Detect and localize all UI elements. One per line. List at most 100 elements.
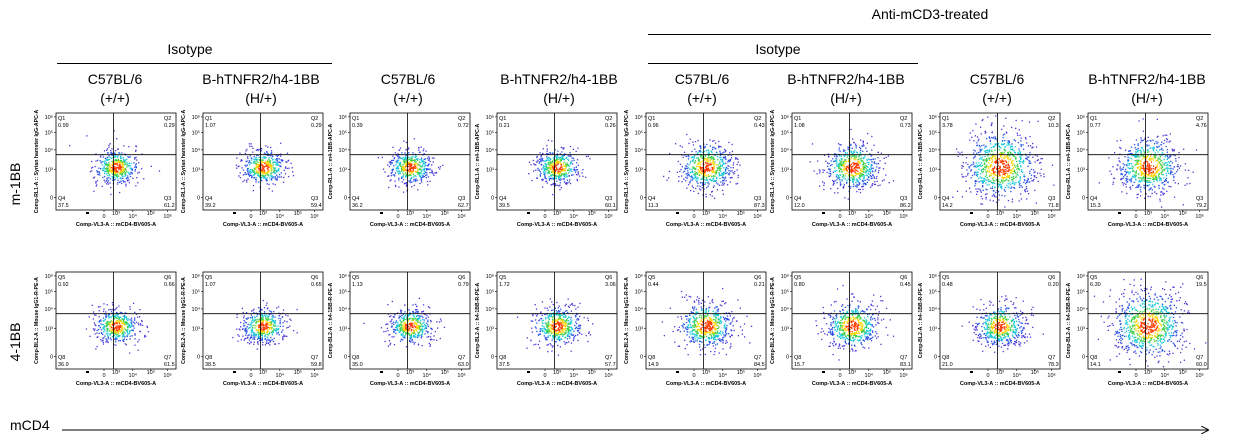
event-dot — [839, 159, 841, 161]
event-dot — [1141, 177, 1143, 179]
y-tick-label: 10³ — [45, 167, 53, 173]
event-dot — [851, 170, 853, 172]
event-dot — [550, 168, 552, 170]
event-dot — [577, 164, 579, 166]
event-dot — [542, 160, 544, 162]
event-dot — [1156, 165, 1158, 167]
event-dot — [693, 156, 695, 158]
event-dot — [262, 159, 264, 161]
event-dot — [113, 328, 115, 330]
event-dot — [548, 159, 550, 161]
event-dot — [120, 180, 122, 182]
x-tick-label: 0 — [249, 214, 252, 220]
event-dot — [1184, 184, 1186, 186]
event-dot — [731, 176, 733, 179]
event-dot — [980, 170, 982, 172]
event-dot — [1001, 177, 1003, 179]
event-dot — [546, 148, 548, 150]
event-dot — [1137, 147, 1139, 150]
event-dot — [844, 173, 847, 175]
event-dot — [1043, 176, 1045, 178]
event-dot — [413, 176, 415, 178]
event-dot — [560, 186, 562, 189]
event-dot — [1116, 164, 1119, 166]
event-dot — [1138, 186, 1140, 188]
event-dot — [108, 163, 110, 166]
event-dot — [1158, 178, 1160, 180]
event-dot — [257, 154, 259, 156]
event-dot — [723, 179, 725, 182]
event-dot — [1160, 148, 1162, 151]
event-dot — [843, 155, 846, 158]
event-dot — [986, 184, 988, 186]
event-dot — [978, 162, 980, 164]
event-dot — [403, 168, 405, 171]
event-dot — [100, 329, 103, 331]
event-dot — [109, 325, 112, 328]
event-dot — [116, 175, 118, 177]
event-dot — [1000, 169, 1002, 172]
event-dot — [719, 154, 722, 156]
event-dot — [965, 157, 968, 159]
event-dot — [866, 142, 868, 144]
event-dot — [984, 193, 987, 196]
event-dot — [1001, 161, 1003, 164]
axis-origin-marker — [676, 212, 679, 214]
event-dot — [978, 168, 980, 170]
event-dot — [1150, 187, 1152, 189]
event-dot — [411, 181, 413, 183]
event-dot — [1159, 149, 1161, 151]
event-dot — [1170, 170, 1172, 172]
event-dot — [107, 334, 109, 336]
event-dot — [1137, 163, 1139, 165]
event-dot — [1030, 177, 1032, 179]
event-dot — [1163, 142, 1165, 145]
event-dot — [1000, 183, 1002, 186]
event-dot — [410, 181, 412, 184]
event-dot — [852, 162, 854, 164]
event-dot — [273, 171, 275, 173]
event-dot — [979, 176, 981, 178]
event-dot — [255, 149, 258, 151]
event-dot — [995, 191, 997, 194]
event-dot — [281, 159, 283, 162]
event-dot — [959, 152, 961, 154]
event-dot — [548, 171, 550, 173]
event-dot — [1007, 152, 1010, 155]
event-dot — [120, 172, 122, 174]
event-dot — [872, 174, 874, 176]
event-dot — [1162, 192, 1164, 194]
event-dot — [1152, 157, 1155, 159]
event-dot — [1018, 160, 1020, 162]
event-dot — [719, 174, 721, 176]
event-dot — [987, 162, 990, 164]
event-dot — [862, 183, 864, 185]
event-dot — [981, 180, 983, 182]
event-dot — [1153, 177, 1155, 180]
event-dot — [860, 149, 862, 151]
event-dot — [1012, 177, 1014, 179]
event-dot — [1003, 157, 1005, 159]
event-dot — [870, 168, 872, 171]
event-dot — [1142, 176, 1145, 178]
event-dot — [1159, 156, 1161, 158]
event-dot — [550, 175, 552, 177]
event-dot — [405, 183, 407, 185]
event-dot — [836, 179, 838, 181]
event-dot — [996, 179, 998, 181]
event-dot — [833, 180, 835, 183]
event-dot — [121, 172, 123, 174]
event-dot — [854, 156, 856, 158]
event-dot — [249, 174, 251, 176]
event-dot — [1161, 147, 1163, 149]
event-dot — [107, 164, 109, 167]
event-dot — [985, 131, 987, 133]
event-dot — [1143, 184, 1145, 186]
event-dot — [548, 164, 550, 166]
event-dot — [725, 170, 727, 172]
event-dot — [405, 164, 408, 166]
column-title: C57BL/6 (+/+) — [333, 70, 483, 108]
event-dot — [699, 174, 701, 176]
event-dot — [1145, 172, 1147, 174]
event-dot — [830, 160, 832, 162]
